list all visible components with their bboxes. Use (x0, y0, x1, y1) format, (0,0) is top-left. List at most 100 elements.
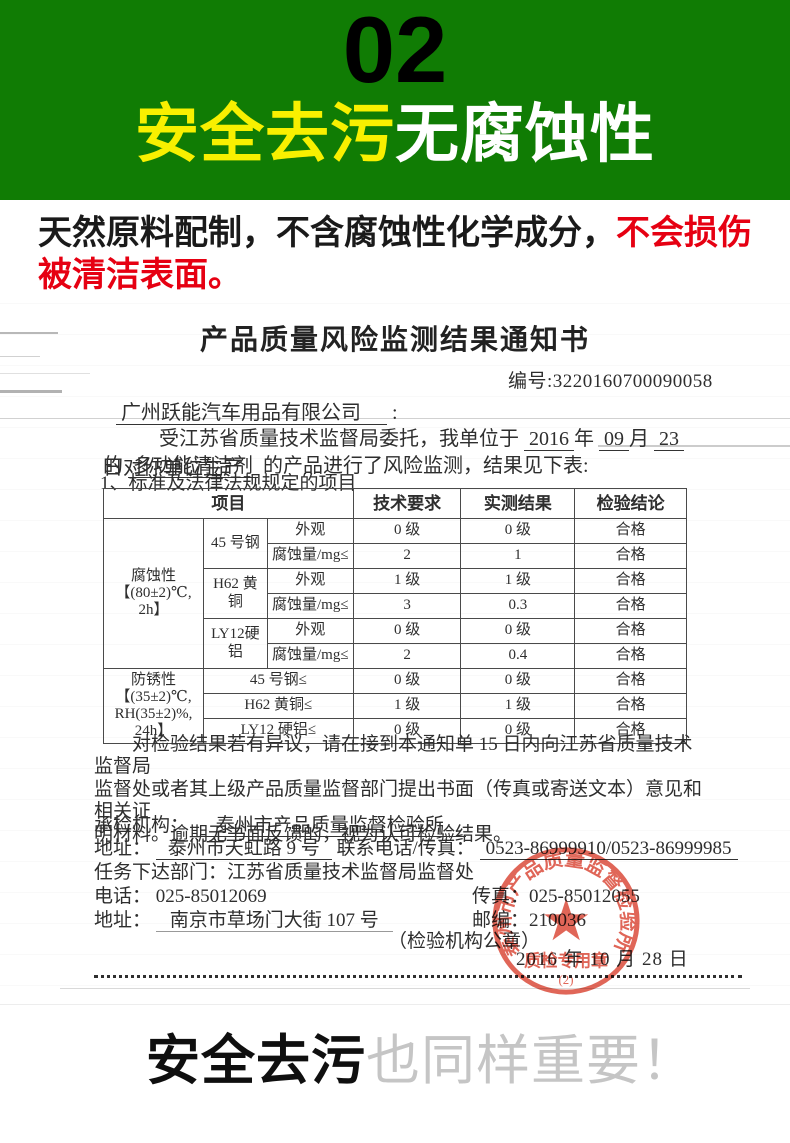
conclusion-cell: 合格 (574, 618, 687, 644)
req-cell: 1 级 (352, 568, 462, 594)
agency-label: 承检机构： (94, 815, 190, 836)
table-row: 腐蚀性 【(80±2)℃, 2h】 45 号钢 外观 0 级 0 级 合格 (103, 518, 687, 669)
address1-line: 地址： 泰州市天虹路 9 号 联系电话/传真： 0523-86999910/05… (94, 833, 738, 860)
scan-artifact (0, 373, 90, 374)
scanned-document: 产品质量风险监测结果通知书 编号:3220160700090058 广州跃能汽车… (0, 303, 790, 1013)
para1-year: 2016 (524, 428, 574, 451)
para1-day-post: 日对你单位生产 (103, 457, 243, 479)
req-cell: 0 级 (352, 518, 462, 544)
appeal-line3: 明材料。逾期无书面反馈的，视为认可检验结果。 (94, 823, 513, 845)
telephone-label: 电话： (94, 886, 152, 907)
group1-label: 腐蚀性 【(80±2)℃, 2h】 (103, 518, 204, 669)
conclusion-cell: 合格 (574, 718, 687, 744)
footer-light-text: 也同样重要！ (366, 1031, 696, 1091)
scan-artifact (598, 445, 790, 447)
company-line: 广州跃能汽车用品有限公司 : (116, 396, 398, 425)
req-cell: 0 级 (352, 668, 462, 694)
para1-line2-post: 的产品进行了风险监测，结果见下表: (263, 455, 589, 477)
address2-line: 地址： 南京市草场门大街 107 号 邮编：210036 (94, 905, 694, 932)
phone-fax-label: 联系电话/传真： (336, 838, 475, 859)
serial-number: 编号:3220160700090058 (508, 366, 713, 393)
company-name: 广州跃能汽车用品有限公司 (116, 402, 387, 425)
footer-bold-text: 安全去污 (146, 1031, 366, 1091)
material-cell: H62 黄铜 (202, 568, 268, 619)
table-row: 腐蚀量/mg≤ 2 0.4 合格 (104, 643, 687, 669)
appeal-line2: 监督处或者其上级产品质量监督部门提出书面（传真或寄送文本）意见和相关证 (94, 778, 703, 823)
group1-line2: 【(80±2)℃, (115, 584, 192, 601)
group1-line1: 腐蚀性 (130, 567, 176, 584)
conclusion-cell: 合格 (574, 643, 687, 669)
appeal-line1: 对检验结果若有异议，请在接到本通知单 15 日内向江苏省质量技术监督局 (94, 734, 702, 779)
result-cell: 1 级 (460, 693, 576, 719)
notice-paragraph-line2: 的 多功能清洁剂 的产品进行了风险监测，结果见下表: (103, 449, 703, 478)
banner-title-rest: 无腐蚀性 (395, 98, 655, 170)
address1-value: 泰州市天虹路 9 号 (155, 838, 332, 860)
result-cell: 0.3 (460, 593, 576, 619)
appeal-paragraph: 对检验结果若有异议，请在接到本通知单 15 日内向江苏省质量技术监督局 监督处或… (94, 734, 702, 846)
stamp-center-text: 质检专用章 (524, 950, 608, 970)
date-line: 2016 年 10 月 28 日 (516, 949, 689, 970)
para1-day: 23 (654, 428, 684, 451)
table-row: 腐蚀量/mg≤ 2 1 合格 (104, 543, 687, 569)
group2-line2: 【(35±2)℃, (115, 688, 192, 705)
table-row: LY12 硬铝≤ 0 级 0 级 合格 (104, 718, 687, 744)
item-cell: 外观 (266, 568, 354, 594)
address2-label: 地址： (94, 910, 152, 931)
conclusion-cell: 合格 (574, 568, 687, 594)
intro-paragraph: 天然原料配制，不含腐蚀性化学成分，不会损伤 被清洁表面。 (38, 212, 768, 296)
conclusion-cell: 合格 (574, 668, 687, 694)
company-colon: : (392, 402, 398, 424)
conclusion-cell: 合格 (574, 518, 687, 544)
dotted-divider (94, 975, 742, 978)
req-cell: 2 (352, 643, 462, 669)
intro-red-line2: 被清洁表面。 (38, 256, 242, 294)
item-cell: 外观 (266, 518, 354, 544)
agency-value: 泰州市产品质量监督检验所 (193, 815, 466, 837)
stamp-ring (492, 847, 640, 995)
item-cell: 腐蚀量/mg≤ (266, 593, 354, 619)
conclusion-cell: 合格 (574, 593, 687, 619)
req-cell: 3 (352, 593, 462, 619)
table-row: 防锈性 【(35±2)℃, RH(35±2)%, 24h】 45 号钢≤ 0 级… (103, 668, 687, 744)
fax-value: 025-85012055 (529, 886, 640, 907)
item-cell: 腐蚀量/mg≤ (266, 643, 354, 669)
department-line: 任务下达部门：江苏省质量技术监督局监督处 (94, 862, 475, 883)
intro-red-text: 不会损伤 (616, 214, 752, 252)
zip-label: 邮编： (472, 910, 530, 931)
telephone-value: 025-85012069 (155, 886, 267, 907)
footer-headline: 安全去污也同样重要！ (146, 1030, 696, 1092)
para1-month-unit: 月 (629, 428, 649, 450)
stamp-star-icon: ★ (540, 890, 591, 953)
address1-label: 地址： (94, 838, 152, 859)
result-cell: 0.4 (460, 643, 576, 669)
item-cell: 45 号钢≤ (202, 668, 354, 694)
result-cell: 1 (460, 543, 576, 569)
group2-label: 防锈性 【(35±2)℃, RH(35±2)%, 24h】 (103, 668, 204, 744)
header-item: 项目 (103, 488, 354, 519)
req-cell: 0 级 (352, 718, 462, 744)
banner: 02 安全去污无腐蚀性 (0, 0, 790, 200)
banner-title-highlight: 安全去污 (135, 98, 395, 170)
intro-black-text: 天然原料配制，不含腐蚀性化学成分， (38, 214, 616, 252)
para1-line2-pre: 的 (103, 455, 123, 477)
header-requirement: 技术要求 (352, 488, 462, 519)
req-cell: 0 级 (352, 618, 462, 644)
agency-line: 承检机构： 泰州市产品质量监督检验所 (94, 810, 466, 837)
stamp-number-text: (2) (559, 973, 574, 987)
banner-number: 02 (342, 0, 448, 102)
banner-title: 安全去污无腐蚀性 (0, 96, 790, 172)
result-cell: 1 级 (460, 568, 576, 594)
result-cell: 0 级 (460, 718, 576, 744)
official-stamp: 泰州市产品质量监督检验所 ★ 质检专用章 (2) (492, 847, 640, 995)
conclusion-cell: 合格 (574, 543, 687, 569)
result-cell: 0 级 (460, 518, 576, 544)
para1-product: 多功能清洁剂 (128, 455, 258, 478)
item-cell: 腐蚀量/mg≤ (266, 543, 354, 569)
group2-line1: 防锈性 (130, 671, 176, 688)
item-cell: H62 黄铜≤ (202, 693, 354, 719)
material-cell: LY12硬铝 (202, 618, 268, 669)
result-cell: 0 级 (460, 668, 576, 694)
header-conclusion: 检验结论 (574, 488, 687, 519)
document-title: 产品质量风险监测结果通知书 (199, 325, 590, 356)
result-cell: 0 级 (460, 618, 576, 644)
